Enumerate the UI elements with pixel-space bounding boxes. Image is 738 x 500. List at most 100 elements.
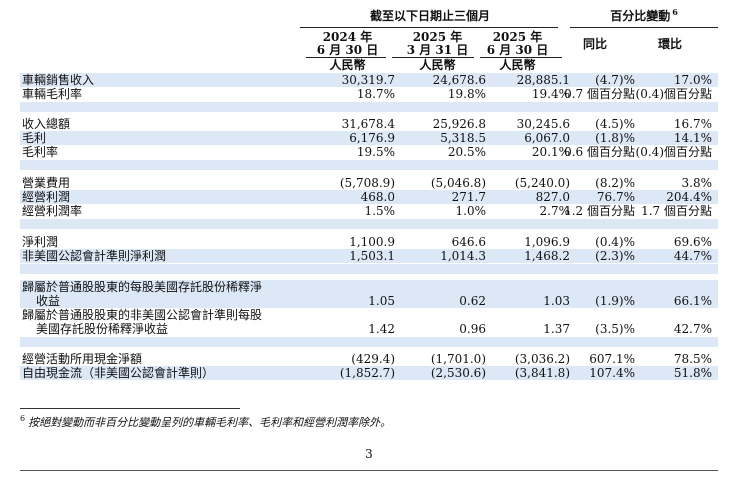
row-value-2025q1: (1,701.0) <box>430 352 486 366</box>
row-value-2025q2: 827.0 <box>535 190 570 204</box>
header-col2-currency: 人民幣 <box>419 58 456 72</box>
row-yoy: 0.6 個百分點 <box>564 145 635 159</box>
header-col3-currency: 人民幣 <box>499 58 536 72</box>
row-gap <box>20 264 718 274</box>
row-value-2025q2: 6,067.0 <box>524 131 570 145</box>
row-value-2024q2: 1.5% <box>364 204 396 218</box>
row-value-2025q2: 20.1% <box>531 145 570 159</box>
row-value-2024q2: 18.7% <box>356 87 395 101</box>
row-value-2025q2: (5,240.0) <box>514 176 570 190</box>
row-qoq: 78.5% <box>673 352 712 366</box>
row-qoq: 42.7% <box>673 322 712 336</box>
table-row: 歸屬於普通股股東的非美國公認會計準則每股 美國存託股份稀釋淨收益 1.42 0.… <box>20 308 718 336</box>
row-label: 淨利潤 <box>22 235 59 249</box>
row-yoy: (3.5)% <box>595 322 635 336</box>
header-col3-rule <box>480 57 562 58</box>
row-label: 經營利潤 <box>22 190 71 204</box>
row-gap <box>20 219 718 229</box>
table-row: 營業費用 (5,708.9) (5,046.8) (5,240.0) (8.2)… <box>20 176 718 190</box>
table-row: 淨利潤 1,100.9 646.6 1,096.9 (0.4)% 69.6% <box>20 235 718 249</box>
table-row: 車輛銷售收入 30,319.7 24,678.6 28,885.1 (4.7)%… <box>20 73 718 87</box>
table-row: 非美國公認會計準則淨利潤 1,503.1 1,014.3 1,468.2 (2.… <box>20 249 718 263</box>
header-yoy: 同比 <box>582 37 607 51</box>
row-qoq: 69.6% <box>673 235 712 249</box>
row-value-2025q1: 24,678.6 <box>432 73 486 87</box>
footnote-mark: 6 <box>20 414 26 424</box>
row-label: 經營利潤率 <box>22 204 83 218</box>
row-yoy: 107.4% <box>589 366 635 380</box>
row-label: 營業費用 <box>22 176 71 190</box>
row-label-continued: 美國存託股份稀釋淨收益 <box>36 322 169 336</box>
row-qoq: 1.7 個百分點 <box>641 204 712 218</box>
row-value-2025q1: 19.8% <box>447 87 486 101</box>
row-value-2025q1: 0.62 <box>459 294 486 308</box>
header-change-rule <box>570 27 718 28</box>
row-yoy: (1.9)% <box>595 294 635 308</box>
row-label: 毛利 <box>22 131 47 145</box>
row-qoq: 51.8% <box>673 366 712 380</box>
page-number: 3 <box>365 447 373 461</box>
footnote-rule <box>20 408 240 409</box>
row-value-2025q2: 30,245.6 <box>516 117 570 131</box>
table-row: 經營活動所用現金淨額 (429.4) (1,701.0) (3,036.2) 6… <box>20 352 718 366</box>
row-value-2024q2: (5,708.9) <box>339 176 395 190</box>
row-value-2024q2: 1.05 <box>368 294 395 308</box>
row-value-2025q2: 19.4% <box>531 87 570 101</box>
row-value-2024q2: (429.4) <box>351 352 395 366</box>
row-gap <box>20 160 718 170</box>
header-col1-currency: 人民幣 <box>329 58 366 72</box>
footnote-text: 按絕對變動而非百分比變動呈列的車輛毛利率、毛利率和經營利潤率除外。 <box>28 416 392 429</box>
header-col1-date: 6 月 30 日 <box>316 43 379 57</box>
row-value-2025q1: 271.7 <box>451 190 486 204</box>
row-value-2025q1: (2,530.6) <box>430 366 486 380</box>
row-gap <box>20 337 718 347</box>
header-col3-year: 2025 年 <box>492 30 543 44</box>
row-value-2024q2: 19.5% <box>356 145 395 159</box>
table-row: 自由現金流（非美國公認會計準則） (1,852.7) (2,530.6) (3,… <box>20 366 718 380</box>
row-yoy: (4.7)% <box>595 73 635 87</box>
header-change-group: 百分比變動 6 <box>570 8 718 23</box>
footnote: 6 按絕對變動而非百分比變動呈列的車輛毛利率、毛利率和經營利潤率除外。 <box>20 414 391 430</box>
row-value-2025q2: (3,036.2) <box>514 352 570 366</box>
header-period-group: 截至以下日期止三個月 <box>369 9 490 23</box>
header-change-label: 百分比變動 <box>610 9 671 23</box>
row-yoy: (0.4)% <box>595 235 635 249</box>
header-col1-rule <box>306 57 386 58</box>
row-qoq: 16.7% <box>673 117 712 131</box>
row-qoq: (0.4)個百分點 <box>635 87 712 101</box>
row-label: 歸屬於普通股股東的非美國公認會計準則每股 <box>22 308 263 322</box>
table-row: 收入總額 31,678.4 25,926.8 30,245.6 (4.5)% 1… <box>20 117 718 131</box>
bottom-rule <box>20 470 718 471</box>
row-value-2025q2: 1.37 <box>543 322 570 336</box>
row-value-2024q2: (1,852.7) <box>339 366 395 380</box>
row-qoq: 44.7% <box>673 249 712 263</box>
row-qoq: 204.4% <box>666 190 712 204</box>
header-qoq: 環比 <box>657 37 682 51</box>
row-value-2025q1: 1.0% <box>455 204 487 218</box>
row-value-2024q2: 1,100.9 <box>349 235 395 249</box>
header-period-rule <box>300 27 558 28</box>
row-qoq: 17.0% <box>673 73 712 87</box>
row-value-2025q2: 2.7% <box>539 204 571 218</box>
row-label: 車輛毛利率 <box>22 87 83 101</box>
header-col2-rule <box>392 57 474 58</box>
header-col1-year: 2024 年 <box>322 30 373 44</box>
row-value-2025q1: (5,046.8) <box>430 176 486 190</box>
row-value-2024q2: 1.42 <box>368 322 395 336</box>
header-col2-date: 3 月 31 日 <box>406 43 469 57</box>
table-row: 毛利 6,176.9 5,318.5 6,067.0 (1.8)% 14.1% <box>20 131 718 145</box>
row-label: 歸屬於普通股股東的每股美國存託股份稀釋淨 <box>22 280 263 294</box>
row-value-2025q2: (3,841.8) <box>514 366 570 380</box>
row-yoy: 76.7% <box>596 190 635 204</box>
row-value-2024q2: 6,176.9 <box>349 131 395 145</box>
row-value-2025q2: 28,885.1 <box>516 73 570 87</box>
table-row: 歸屬於普通股股東的每股美國存託股份稀釋淨 收益 1.05 0.62 1.03 (… <box>20 280 718 308</box>
row-value-2025q2: 1,096.9 <box>524 235 570 249</box>
row-label: 車輛銷售收入 <box>22 73 95 87</box>
row-gap <box>20 102 718 112</box>
row-qoq: 66.1% <box>673 294 712 308</box>
row-value-2024q2: 468.0 <box>360 190 395 204</box>
row-value-2025q2: 1,468.2 <box>524 249 570 263</box>
row-yoy: 1.2 個百分點 <box>564 204 635 218</box>
